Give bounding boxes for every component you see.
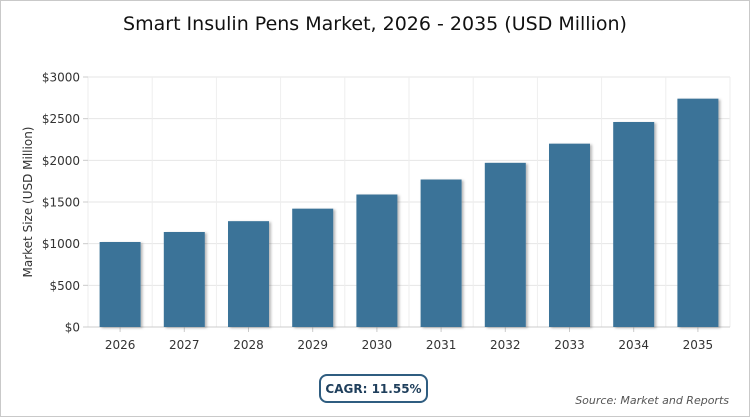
y-tick-label: $500 xyxy=(49,279,80,293)
x-tick-label: 2033 xyxy=(554,338,585,352)
x-tick-label: 2028 xyxy=(233,338,264,352)
x-tick-label: 2029 xyxy=(297,338,328,352)
x-tick-label: 2034 xyxy=(618,338,649,352)
cagr-badge: CAGR: 11.55% xyxy=(319,374,428,403)
y-tick-label: $1500 xyxy=(42,196,80,210)
y-tick-label: $3000 xyxy=(42,71,80,85)
y-tick-label: $2500 xyxy=(42,112,80,126)
y-axis-label: Market Size (USD Million) xyxy=(21,127,35,278)
bar-2026 xyxy=(99,242,141,327)
bar-2032 xyxy=(484,162,526,327)
y-tick-label: $0 xyxy=(65,321,80,335)
bar-2033 xyxy=(549,143,590,327)
bar-2031 xyxy=(420,179,462,327)
bar-2028 xyxy=(228,221,269,327)
y-tick-label: $2000 xyxy=(42,154,80,168)
chart-title: Smart Insulin Pens Market, 2026 - 2035 (… xyxy=(123,13,627,35)
x-tick-label: 2031 xyxy=(426,338,457,352)
tick-labels: $0 $500 $1000 $1500 $2000 $2500 $3000 2026 2027 2… xyxy=(42,71,713,353)
bar-2034 xyxy=(613,122,655,327)
bar-2030 xyxy=(356,194,398,327)
bars xyxy=(99,98,719,328)
bar-2027 xyxy=(163,232,205,327)
x-tick-label: 2032 xyxy=(490,338,521,352)
bar-2029 xyxy=(292,208,334,327)
source-note: Source: Market and Reports xyxy=(575,394,729,407)
y-tick-label: $1000 xyxy=(42,237,80,251)
x-tick-label: 2026 xyxy=(105,338,136,352)
x-tick-label: 2030 xyxy=(362,338,393,352)
x-tick-label: 2035 xyxy=(683,338,714,352)
x-tick-label: 2027 xyxy=(169,338,200,352)
bar-2035 xyxy=(677,98,719,328)
